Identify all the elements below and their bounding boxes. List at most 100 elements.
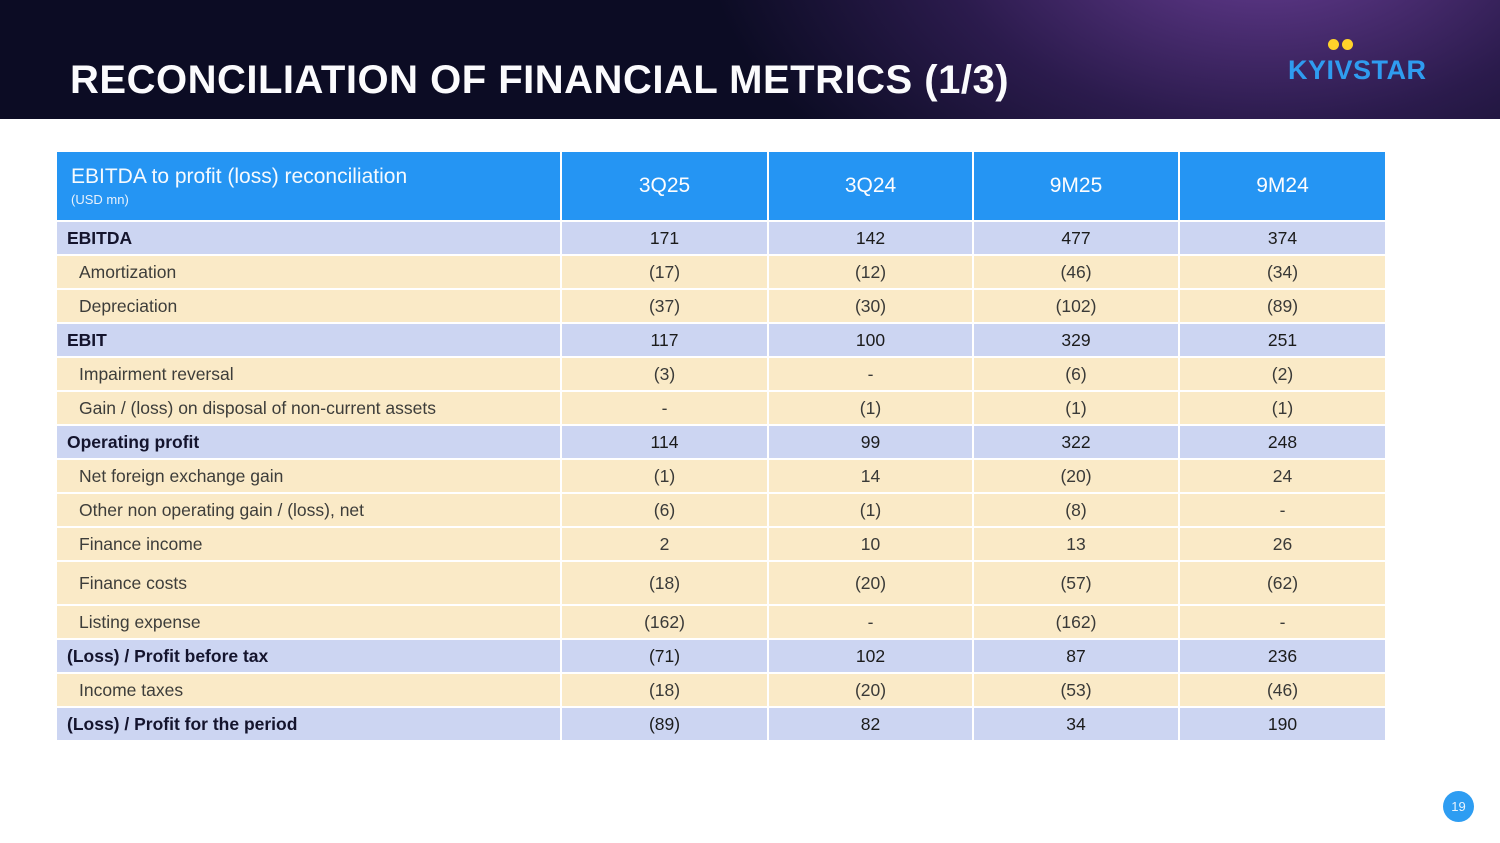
header-band: RECONCILIATION OF FINANCIAL METRICS (1/3… — [0, 0, 1500, 119]
logo-dot-left — [1328, 39, 1339, 50]
cell-value: (20) — [769, 674, 972, 706]
cell-value: 102 — [769, 640, 972, 672]
logo-wordmark: KYIVSTAR — [1288, 55, 1427, 85]
cell-value: 24 — [1180, 460, 1385, 492]
cell-value: 10 — [769, 528, 972, 560]
table-row: EBIT 117 100 329 251 — [57, 324, 1385, 356]
cell-value: 14 — [769, 460, 972, 492]
cell-value: - — [1180, 606, 1385, 638]
cell-value: (57) — [974, 562, 1178, 604]
table-header-row: EBITDA to profit (loss) reconciliation (… — [57, 152, 1385, 220]
logo-dot-right — [1342, 39, 1353, 50]
cell-value: - — [769, 606, 972, 638]
cell-value: (1) — [769, 494, 972, 526]
cell-value: (8) — [974, 494, 1178, 526]
row-label: Gain / (loss) on disposal of non-current… — [57, 392, 560, 424]
cell-value: (1) — [974, 392, 1178, 424]
cell-value: (18) — [562, 674, 767, 706]
cell-value: (1) — [769, 392, 972, 424]
cell-value: (2) — [1180, 358, 1385, 390]
table-row: (Loss) / Profit before tax (71) 102 87 2… — [57, 640, 1385, 672]
table-row: Finance costs (18) (20) (57) (62) — [57, 562, 1385, 604]
table-row: EBITDA 171 142 477 374 — [57, 222, 1385, 254]
table-row: Listing expense (162) - (162) - — [57, 606, 1385, 638]
column-header-9m25: 9M25 — [974, 152, 1178, 220]
cell-value: (20) — [974, 460, 1178, 492]
row-label: EBITDA — [57, 222, 560, 254]
row-label: Finance income — [57, 528, 560, 560]
table-row: Income taxes (18) (20) (53) (46) — [57, 674, 1385, 706]
cell-value: 114 — [562, 426, 767, 458]
cell-value: 2 — [562, 528, 767, 560]
cell-value: (18) — [562, 562, 767, 604]
row-label: Listing expense — [57, 606, 560, 638]
cell-value: 322 — [974, 426, 1178, 458]
cell-value: (89) — [562, 708, 767, 740]
cell-value: (162) — [974, 606, 1178, 638]
logo-dots-icon — [1328, 39, 1353, 50]
kyivstar-logo: KYIVSTAR — [1288, 39, 1438, 85]
column-header-9m24: 9M24 — [1180, 152, 1385, 220]
row-label: Depreciation — [57, 290, 560, 322]
cell-value: 82 — [769, 708, 972, 740]
row-label: Amortization — [57, 256, 560, 288]
cell-value: 171 — [562, 222, 767, 254]
cell-value: 329 — [974, 324, 1178, 356]
cell-value: 248 — [1180, 426, 1385, 458]
cell-value: 477 — [974, 222, 1178, 254]
row-label: EBIT — [57, 324, 560, 356]
table-row: Operating profit 114 99 322 248 — [57, 426, 1385, 458]
table-row: Amortization (17) (12) (46) (34) — [57, 256, 1385, 288]
cell-value: 34 — [974, 708, 1178, 740]
table-row: Gain / (loss) on disposal of non-current… — [57, 392, 1385, 424]
row-label: Other non operating gain / (loss), net — [57, 494, 560, 526]
row-label: (Loss) / Profit before tax — [57, 640, 560, 672]
table-row: Depreciation (37) (30) (102) (89) — [57, 290, 1385, 322]
column-header-3q25: 3Q25 — [562, 152, 767, 220]
table-units: (USD mn) — [71, 192, 129, 207]
cell-value: (46) — [1180, 674, 1385, 706]
cell-value: (30) — [769, 290, 972, 322]
cell-value: (162) — [562, 606, 767, 638]
row-label: Net foreign exchange gain — [57, 460, 560, 492]
reconciliation-table: EBITDA to profit (loss) reconciliation (… — [57, 152, 1385, 742]
cell-value: (37) — [562, 290, 767, 322]
cell-value: (102) — [974, 290, 1178, 322]
row-label: Operating profit — [57, 426, 560, 458]
table-row: Net foreign exchange gain (1) 14 (20) 24 — [57, 460, 1385, 492]
cell-value: (6) — [562, 494, 767, 526]
table-row: Impairment reversal (3) - (6) (2) — [57, 358, 1385, 390]
cell-value: 100 — [769, 324, 972, 356]
cell-value: 374 — [1180, 222, 1385, 254]
cell-value: 190 — [1180, 708, 1385, 740]
column-header-3q24: 3Q24 — [769, 152, 972, 220]
cell-value: 142 — [769, 222, 972, 254]
table-row: Finance income 2 10 13 26 — [57, 528, 1385, 560]
cell-value: (62) — [1180, 562, 1385, 604]
cell-value: (17) — [562, 256, 767, 288]
table-row: (Loss) / Profit for the period (89) 82 3… — [57, 708, 1385, 740]
row-label: Income taxes — [57, 674, 560, 706]
cell-value: (20) — [769, 562, 972, 604]
cell-value: - — [1180, 494, 1385, 526]
row-label: Finance costs — [57, 562, 560, 604]
cell-value: 26 — [1180, 528, 1385, 560]
cell-value: 117 — [562, 324, 767, 356]
cell-value: 236 — [1180, 640, 1385, 672]
cell-value: (1) — [1180, 392, 1385, 424]
cell-value: (12) — [769, 256, 972, 288]
cell-value: (89) — [1180, 290, 1385, 322]
cell-value: 251 — [1180, 324, 1385, 356]
cell-value: 13 — [974, 528, 1178, 560]
row-label: Impairment reversal — [57, 358, 560, 390]
cell-value: (34) — [1180, 256, 1385, 288]
cell-value: 87 — [974, 640, 1178, 672]
table-header-label-cell: EBITDA to profit (loss) reconciliation (… — [57, 152, 560, 220]
cell-value: (6) — [974, 358, 1178, 390]
cell-value: 99 — [769, 426, 972, 458]
page-number-badge: 19 — [1443, 791, 1474, 822]
cell-value: (3) — [562, 358, 767, 390]
table-row: Other non operating gain / (loss), net (… — [57, 494, 1385, 526]
cell-value: (71) — [562, 640, 767, 672]
cell-value: - — [562, 392, 767, 424]
